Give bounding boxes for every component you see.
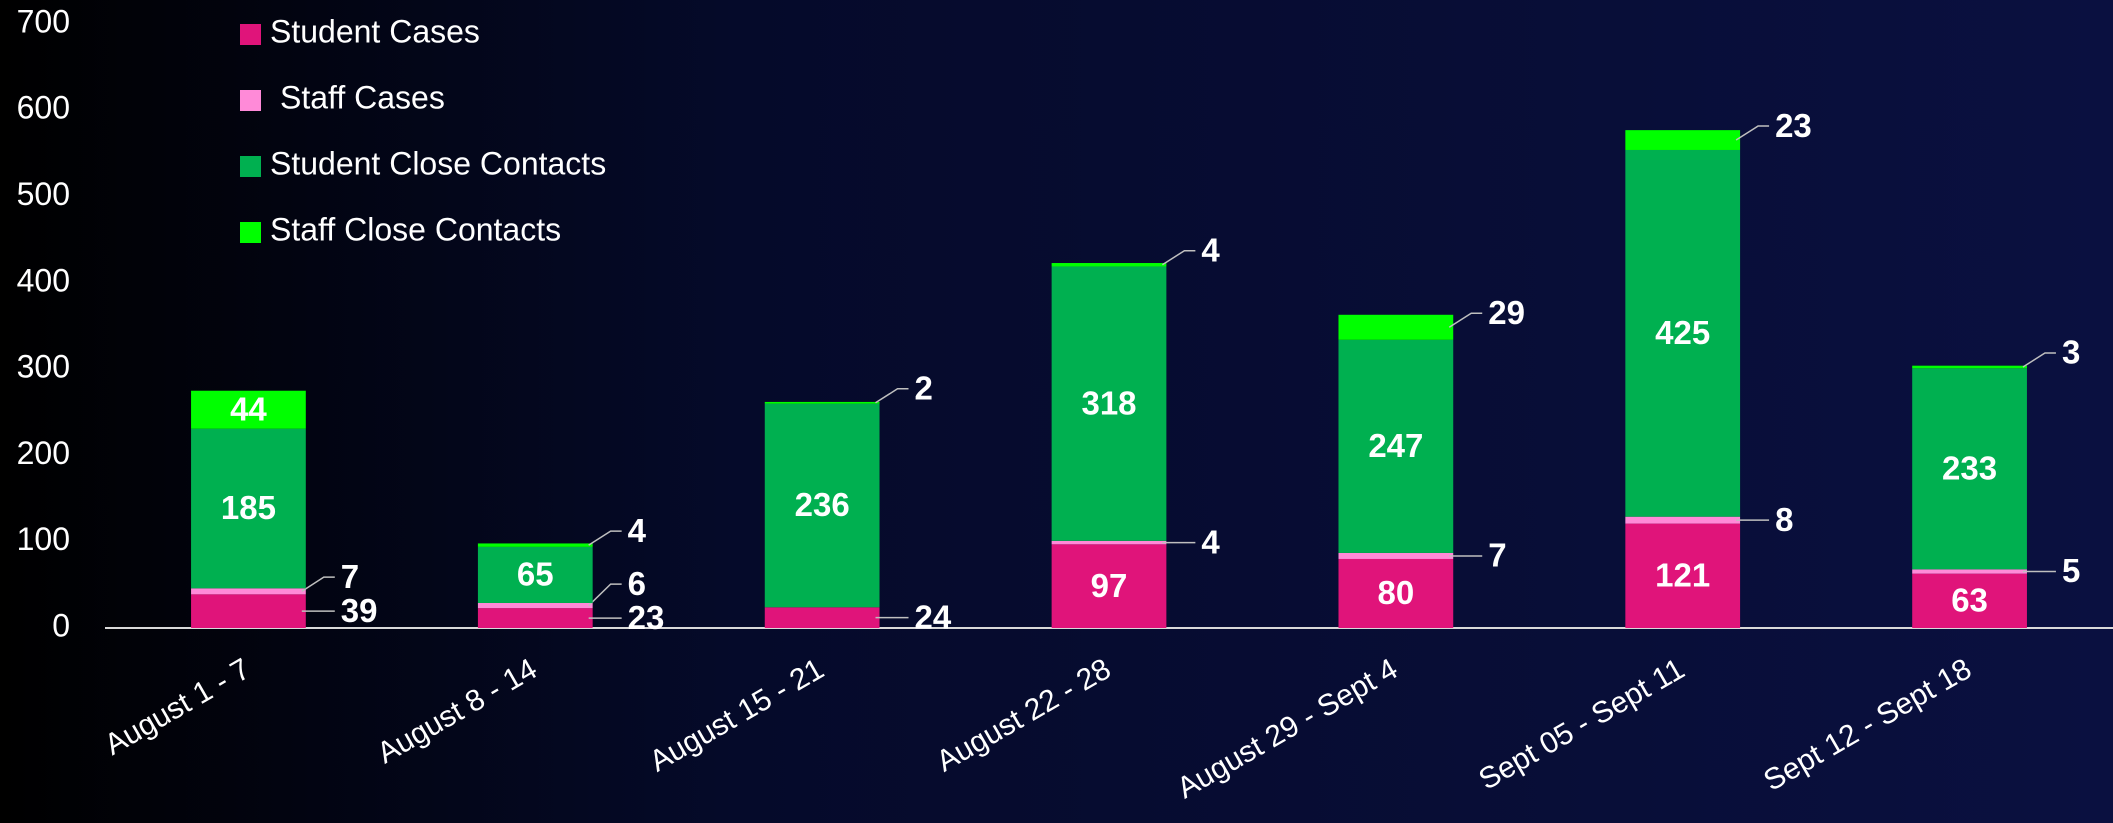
bar-segment — [191, 588, 306, 595]
leader-line — [301, 576, 335, 592]
data-label: 7 — [1488, 537, 1506, 574]
y-tick-label: 600 — [17, 90, 70, 126]
data-label: 4 — [1201, 523, 1220, 560]
bar-segment — [1912, 365, 2027, 369]
x-tick-label: August 22 - 28 — [931, 652, 1116, 778]
data-label: 80 — [1377, 574, 1414, 611]
leader-line — [588, 583, 622, 607]
x-tick-label: Sept 12 - Sept 18 — [1758, 652, 1977, 797]
data-label: 5 — [2062, 552, 2080, 589]
data-label: 121 — [1655, 557, 1710, 594]
data-label: 7 — [341, 558, 359, 595]
data-label: 185 — [221, 489, 276, 526]
leader-line — [1161, 249, 1196, 266]
y-tick-label: 0 — [52, 607, 70, 643]
bar-segment — [1912, 569, 2027, 574]
data-label: 29 — [1488, 294, 1525, 331]
legend-label: Staff Cases — [280, 79, 445, 115]
legend-swatch — [240, 90, 261, 111]
bar-segment — [764, 607, 880, 628]
bar-segment — [1912, 573, 2027, 628]
bar-segment — [477, 546, 593, 603]
bar-segment — [1051, 263, 1167, 267]
x-tick-label: Sept 05 - Sept 11 — [1473, 652, 1690, 796]
bar-segment — [1338, 558, 1454, 628]
y-tick-label: 700 — [17, 3, 70, 39]
legend-swatch — [240, 222, 261, 243]
y-tick-label: 200 — [17, 435, 70, 471]
data-label: 3 — [2062, 334, 2080, 371]
bar-segment — [191, 390, 306, 429]
x-tick-label: August 29 - Sept 4 — [1172, 652, 1404, 805]
bar-segment — [477, 608, 593, 628]
data-label: 23 — [628, 599, 665, 636]
data-label: 24 — [915, 598, 952, 635]
data-label: 8 — [1775, 501, 1793, 538]
data-label: 236 — [795, 486, 850, 523]
legend-swatch — [240, 156, 261, 177]
y-tick-label: 300 — [17, 349, 70, 385]
leader-line — [1735, 125, 1770, 141]
bar-segment — [1338, 552, 1454, 559]
data-label: 425 — [1655, 314, 1710, 351]
y-tick-label: 500 — [17, 176, 70, 212]
bar-segment — [1051, 540, 1167, 545]
leader-line — [2022, 352, 2056, 368]
bar-segment — [1051, 544, 1167, 628]
bar-segment — [1625, 149, 1741, 517]
data-label: 4 — [628, 512, 647, 549]
data-label: 6 — [628, 565, 646, 602]
data-label: 4 — [1201, 231, 1220, 268]
data-label: 63 — [1951, 582, 1988, 619]
bar-segment — [1625, 523, 1741, 628]
bar-segment — [1625, 516, 1741, 524]
leader-line — [1448, 312, 1483, 328]
leader-line — [588, 530, 622, 546]
x-tick-label: August 1 - 7 — [99, 652, 256, 761]
legend-label: Staff Close Contacts — [270, 211, 561, 247]
bar-segment — [1912, 368, 2027, 570]
data-label: 233 — [1942, 450, 1997, 487]
data-label: 97 — [1091, 567, 1128, 604]
bar-segment — [1338, 314, 1454, 340]
x-tick-label: August 8 - 14 — [372, 652, 543, 770]
bar-segment — [477, 602, 593, 609]
bar-segment — [1625, 130, 1741, 150]
data-label: 2 — [915, 370, 933, 407]
legend-label: Student Close Contacts — [270, 145, 606, 181]
bar-segment — [191, 428, 306, 589]
leader-line — [875, 388, 909, 404]
bar-segment — [764, 401, 880, 404]
bar-segment — [1338, 339, 1454, 553]
y-tick-label: 400 — [17, 262, 70, 298]
data-label: 247 — [1368, 427, 1423, 464]
data-label: 65 — [517, 556, 554, 593]
data-label: 318 — [1081, 384, 1136, 421]
x-tick-label: August 15 - 21 — [644, 652, 829, 778]
data-label: 44 — [230, 390, 267, 427]
bar-segment — [477, 543, 593, 547]
legend-swatch — [240, 24, 261, 45]
bar-segment — [191, 594, 306, 628]
data-label: 39 — [341, 592, 378, 629]
legend-label: Student Cases — [270, 13, 480, 49]
y-tick-label: 100 — [17, 521, 70, 557]
bar-segment — [764, 403, 880, 608]
data-label: 23 — [1775, 107, 1812, 144]
bar-segment — [1051, 266, 1167, 541]
